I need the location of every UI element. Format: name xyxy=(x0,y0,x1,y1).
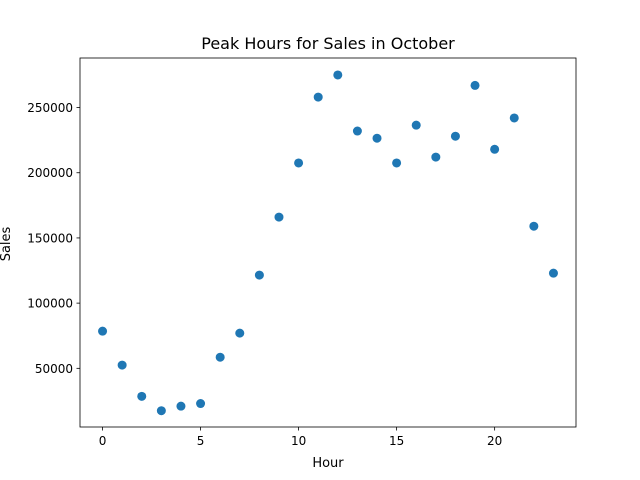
plot-frame xyxy=(79,57,577,428)
data-point xyxy=(156,406,166,416)
data-point xyxy=(215,352,225,362)
data-point xyxy=(509,113,519,123)
plot-area xyxy=(79,57,577,428)
data-point xyxy=(411,120,421,130)
data-point xyxy=(333,70,343,80)
data-point xyxy=(196,399,206,409)
y-axis: 50000 100000 150000 200000 250000 xyxy=(27,101,80,376)
x-tick-label: 15 xyxy=(389,434,404,448)
data-point xyxy=(98,326,108,336)
data-point xyxy=(117,360,127,370)
x-tick-label: 0 xyxy=(99,434,107,448)
data-point xyxy=(254,270,264,280)
data-point xyxy=(372,133,382,143)
x-tick-label: 5 xyxy=(197,434,205,448)
data-point xyxy=(294,158,304,168)
data-point xyxy=(490,144,500,154)
data-point xyxy=(352,126,362,136)
chart-title: Peak Hours for Sales in October xyxy=(201,34,455,53)
data-point xyxy=(431,152,441,162)
data-point xyxy=(548,268,558,278)
data-point xyxy=(137,391,147,401)
y-tick-label: 100000 xyxy=(27,297,73,311)
data-point xyxy=(274,212,284,222)
y-axis-label: Sales xyxy=(0,226,14,261)
data-point xyxy=(176,401,186,411)
data-points xyxy=(98,70,558,416)
y-tick-label: 150000 xyxy=(27,231,73,245)
data-point xyxy=(470,80,480,90)
x-tick-label: 20 xyxy=(487,434,502,448)
y-tick-label: 250000 xyxy=(27,101,73,115)
data-point xyxy=(235,328,245,338)
data-point xyxy=(450,131,460,141)
x-axis: 0 5 10 15 20 xyxy=(99,427,502,448)
data-point xyxy=(392,158,402,168)
data-point xyxy=(313,92,323,102)
y-tick-label: 50000 xyxy=(35,362,73,376)
x-axis-label: Hour xyxy=(312,456,344,471)
y-tick-label: 200000 xyxy=(27,166,73,180)
data-point xyxy=(529,221,539,231)
x-tick-label: 10 xyxy=(291,434,306,448)
